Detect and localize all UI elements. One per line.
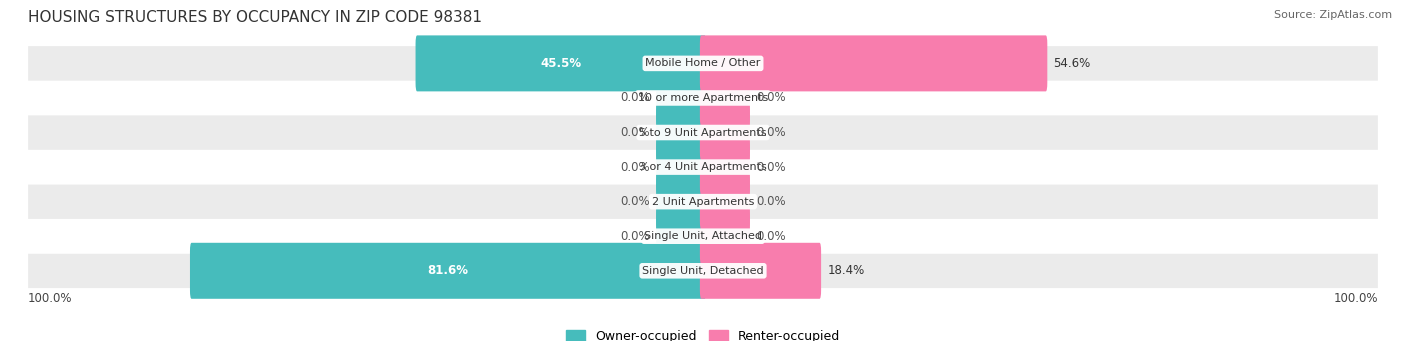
FancyBboxPatch shape (700, 35, 1047, 91)
Text: Source: ZipAtlas.com: Source: ZipAtlas.com (1274, 10, 1392, 20)
Text: 18.4%: 18.4% (827, 264, 865, 277)
Text: 0.0%: 0.0% (620, 126, 650, 139)
Text: 3 or 4 Unit Apartments: 3 or 4 Unit Apartments (640, 162, 766, 172)
Text: 100.0%: 100.0% (28, 292, 73, 305)
FancyBboxPatch shape (657, 139, 706, 195)
Text: 45.5%: 45.5% (540, 57, 582, 70)
Text: 5 to 9 Unit Apartments: 5 to 9 Unit Apartments (640, 128, 766, 137)
FancyBboxPatch shape (28, 253, 1378, 288)
FancyBboxPatch shape (28, 115, 1378, 150)
Text: 0.0%: 0.0% (756, 126, 786, 139)
Text: 100.0%: 100.0% (1333, 292, 1378, 305)
FancyBboxPatch shape (700, 70, 749, 126)
Text: 0.0%: 0.0% (756, 91, 786, 104)
Text: 0.0%: 0.0% (756, 230, 786, 243)
FancyBboxPatch shape (657, 174, 706, 229)
Text: 54.6%: 54.6% (1053, 57, 1091, 70)
Legend: Owner-occupied, Renter-occupied: Owner-occupied, Renter-occupied (567, 329, 839, 341)
Text: 2 Unit Apartments: 2 Unit Apartments (652, 197, 754, 207)
FancyBboxPatch shape (28, 150, 1378, 184)
FancyBboxPatch shape (657, 105, 706, 161)
FancyBboxPatch shape (416, 35, 706, 91)
FancyBboxPatch shape (28, 219, 1378, 253)
Text: 0.0%: 0.0% (620, 91, 650, 104)
FancyBboxPatch shape (28, 81, 1378, 115)
Text: 0.0%: 0.0% (620, 195, 650, 208)
FancyBboxPatch shape (657, 70, 706, 126)
FancyBboxPatch shape (28, 46, 1378, 81)
FancyBboxPatch shape (28, 184, 1378, 219)
Text: Single Unit, Attached: Single Unit, Attached (644, 231, 762, 241)
Text: 81.6%: 81.6% (427, 264, 468, 277)
FancyBboxPatch shape (700, 174, 749, 229)
Text: Mobile Home / Other: Mobile Home / Other (645, 58, 761, 69)
Text: 0.0%: 0.0% (756, 161, 786, 174)
FancyBboxPatch shape (190, 243, 706, 299)
Text: Single Unit, Detached: Single Unit, Detached (643, 266, 763, 276)
FancyBboxPatch shape (700, 243, 821, 299)
Text: 0.0%: 0.0% (756, 195, 786, 208)
Text: 10 or more Apartments: 10 or more Apartments (638, 93, 768, 103)
Text: 0.0%: 0.0% (620, 230, 650, 243)
FancyBboxPatch shape (700, 208, 749, 264)
FancyBboxPatch shape (700, 105, 749, 161)
Text: 0.0%: 0.0% (620, 161, 650, 174)
FancyBboxPatch shape (700, 139, 749, 195)
FancyBboxPatch shape (657, 208, 706, 264)
Text: HOUSING STRUCTURES BY OCCUPANCY IN ZIP CODE 98381: HOUSING STRUCTURES BY OCCUPANCY IN ZIP C… (28, 10, 482, 25)
